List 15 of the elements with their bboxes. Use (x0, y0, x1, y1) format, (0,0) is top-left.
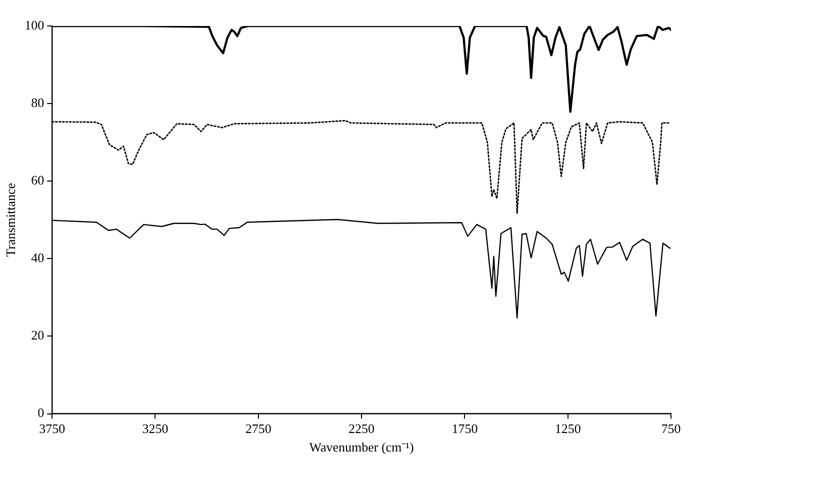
x-tick-label: 2750 (245, 421, 272, 436)
y-tick-label: 0 (38, 405, 44, 420)
y-axis-title: Transmittance (3, 182, 18, 257)
x-tick-label: 3750 (39, 421, 66, 436)
x-axis-title: Wavenumber (cm⁻¹) (309, 440, 414, 455)
y-tick-label: 100 (24, 17, 44, 32)
y-tick-label: 80 (31, 94, 44, 110)
x-tick-label: 1750 (452, 421, 478, 436)
y-tick-label: 20 (31, 328, 44, 343)
y-tick-label: 60 (31, 172, 44, 188)
x-tick-label: 3250 (142, 421, 168, 436)
x-tick-label: 2250 (348, 421, 375, 436)
x-tick-label: 1250 (554, 421, 581, 436)
x-tick-label: 750 (661, 421, 681, 436)
y-tick-label: 40 (31, 250, 44, 266)
